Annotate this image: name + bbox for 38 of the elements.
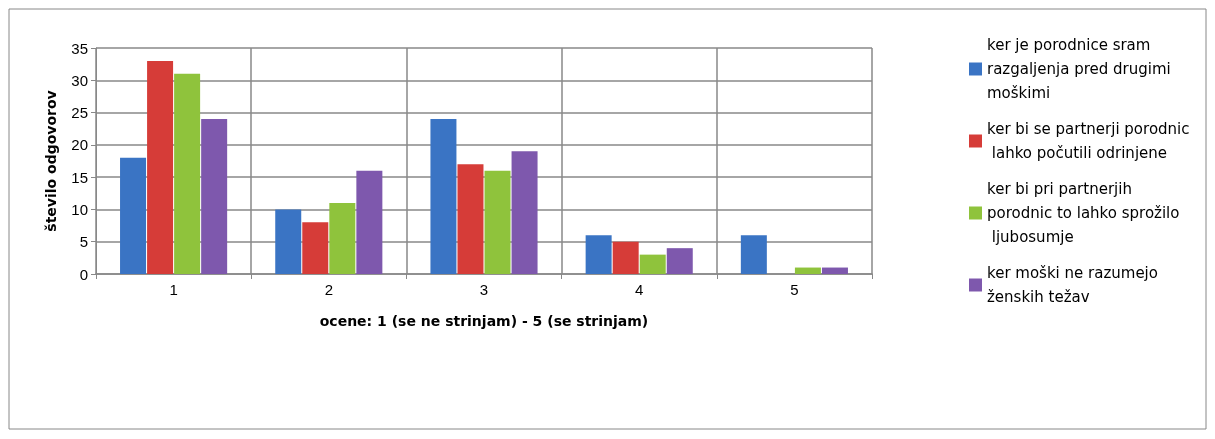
y-axis-title: število odgovorov [43,90,59,232]
bar [201,119,228,274]
bar [612,241,639,274]
y-tick-label: 15 [71,168,88,186]
bar [639,254,666,274]
y-tick-label: 35 [71,39,88,57]
x-axis-title: ocene: 1 (se ne strinjam) - 5 (se strinjam) [319,313,649,329]
bar [302,222,329,274]
x-tick-label: 5 [790,281,799,298]
bar [430,119,457,274]
x-tick-label: 1 [169,281,178,298]
y-tick-label: 25 [71,104,88,122]
bar [511,151,538,274]
x-tick-label: 4 [635,281,644,298]
bar [821,267,848,274]
bar [275,209,302,274]
bar [120,157,147,274]
x-tick-label: 2 [324,281,333,298]
bar [457,164,484,274]
y-tick-label: 5 [79,233,88,251]
y-tick-label: 0 [79,265,88,283]
y-tick-label: 30 [71,71,88,89]
legend-label: ker moški ne razumejo ženskih težav [987,264,1163,306]
y-tick-label: 20 [71,136,88,154]
y-tick-label: 10 [71,200,88,218]
bar [174,73,201,274]
bar [740,235,767,274]
legend-label: ker bi se partnerji porodnic lahko počutili odrinjene [987,120,1190,162]
legend-label: ker je porodnice sram razgaljenja pred drugimi moškimi [987,36,1176,102]
x-tick-label: 3 [479,281,489,298]
bar [356,170,383,274]
bar [329,202,356,274]
bar [147,60,174,274]
bar [585,235,612,274]
legend-label: ker bi pri partnerjih porodnic to lahko sprožilo ljubosumje [987,180,1180,246]
bar [484,170,511,274]
bar [794,267,821,274]
bar [666,248,693,274]
